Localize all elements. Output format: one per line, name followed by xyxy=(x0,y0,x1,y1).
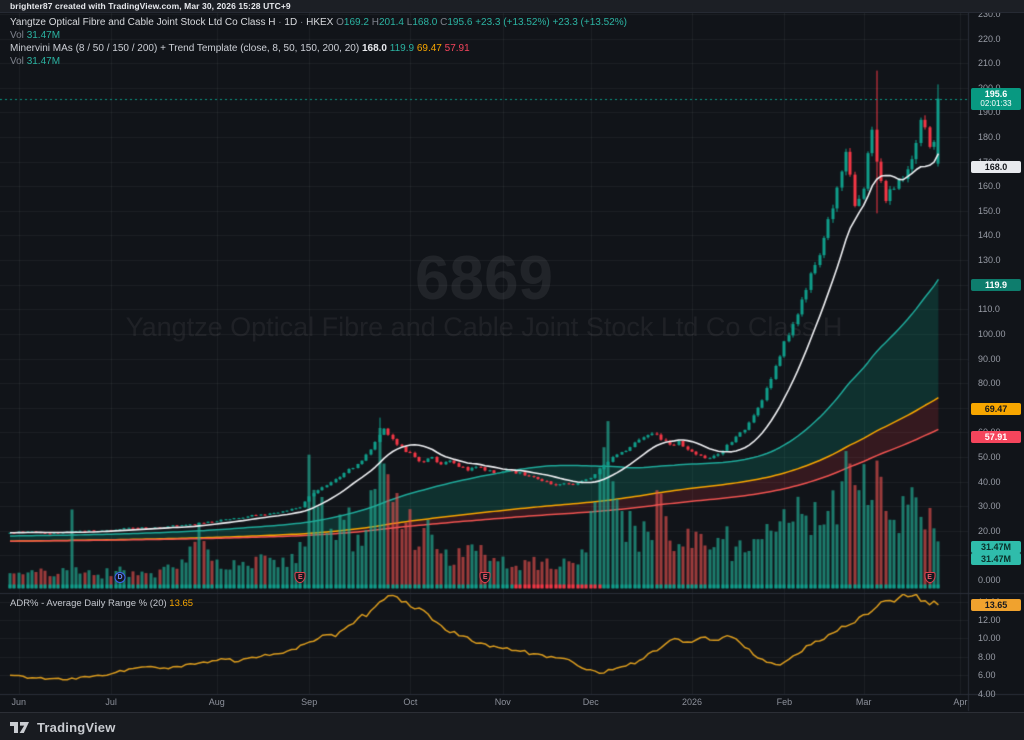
adr-axis-label: 8.00 xyxy=(978,651,996,662)
separator-dot: · xyxy=(299,17,304,28)
interval-value[interactable]: 1D xyxy=(284,17,298,28)
price-axis-badge: 31.47M xyxy=(971,553,1021,565)
credit-text: brighter87 created with TradingView.com,… xyxy=(10,1,291,11)
low-value: 168.0 xyxy=(412,17,438,28)
time-axis-label: Feb xyxy=(776,697,793,707)
ma150-value: 69.47 xyxy=(416,43,442,54)
price-axis-label: 110.0 xyxy=(978,304,1000,315)
volume-value: 31.47M xyxy=(26,30,61,41)
ma8-value: 168.0 xyxy=(361,43,387,54)
price-axis-badge: 31.47M xyxy=(971,541,1021,553)
earnings-marker[interactable]: E xyxy=(294,572,306,583)
countdown-timer: 02:01:33 xyxy=(980,98,1012,108)
credit-bar: brighter87 created with TradingView.com,… xyxy=(0,0,1024,13)
time-axis-label: Apr xyxy=(953,697,968,707)
time-axis-label: Jul xyxy=(105,697,117,707)
open-label: O xyxy=(336,17,344,28)
earnings-marker[interactable]: E xyxy=(924,572,936,583)
close-value: 195.6 xyxy=(447,17,473,28)
high-value: 201.4 xyxy=(378,17,404,28)
time-axis-label: Dec xyxy=(582,697,599,707)
price-axis-label: 90.00 xyxy=(978,353,1001,364)
price-axis-badge: 195.6 02:01:33 xyxy=(971,87,1021,110)
price-axis-badge: 168.0 xyxy=(971,160,1021,173)
adr-axis-label: 10.00 xyxy=(978,633,1001,644)
price-axis-label: 220.0 xyxy=(978,33,1001,44)
time-axis-label: Sep xyxy=(301,697,318,707)
price-axis-badge: 119.9 xyxy=(971,278,1021,291)
price-axis-badge: 69.47 xyxy=(971,403,1021,416)
price-axis-label: 80.00 xyxy=(978,378,1001,389)
time-axis-label: Oct xyxy=(403,697,418,707)
volume-value-2: 31.47M xyxy=(26,56,61,67)
adr-value: 13.65 xyxy=(169,598,194,609)
open-value: 169.2 xyxy=(343,17,369,28)
chart-legend: Yangtze Optical Fibre and Cable Joint St… xyxy=(10,16,627,68)
high-label: H xyxy=(371,17,379,28)
change-value-2: +23.3 (+13.52%) xyxy=(552,17,627,28)
symbol-name: Yangtze Optical Fibre and Cable Joint St… xyxy=(10,17,276,28)
adr-axis-label: 4.00 xyxy=(978,688,996,699)
adr-axis-label: 12.00 xyxy=(978,615,1001,625)
time-axis-label: Nov xyxy=(494,697,511,707)
tradingview-brand-text[interactable]: TradingView xyxy=(37,719,116,735)
price-axis-label: 100.00 xyxy=(978,328,1006,339)
symbol-legend-row[interactable]: Yangtze Optical Fibre and Cable Joint St… xyxy=(10,16,627,29)
volume-legend-row[interactable]: Vol 31.47M xyxy=(10,29,627,42)
price-axis-label: 140.0 xyxy=(978,230,1001,241)
price-axis-label: 50.00 xyxy=(978,451,1001,462)
adr-axis-badge: 13.65 xyxy=(971,599,1021,611)
price-axis-label: 130.0 xyxy=(978,255,1001,266)
volume-legend-row-2[interactable]: Vol 31.47M xyxy=(10,55,627,68)
price-axis-label: 20.00 xyxy=(978,525,1001,536)
price-axis-label: 230.0 xyxy=(978,8,1001,19)
price-axis-label: 180.0 xyxy=(978,132,1001,143)
bottom-toolbar: TradingView xyxy=(0,712,1024,740)
indicator-title: Minervini MAs (8 / 50 / 150 / 200) + Tre… xyxy=(10,43,360,54)
price-axis-label: 150.0 xyxy=(978,205,1001,216)
time-axis-label: Aug xyxy=(208,697,225,707)
low-label: L xyxy=(406,17,413,28)
adr-axis-label: 6.00 xyxy=(978,670,996,681)
price-axis-badge: 57.91 xyxy=(971,431,1021,444)
price-axis-label: 30.00 xyxy=(978,501,1001,512)
tradingview-logo-icon[interactable] xyxy=(10,721,30,734)
volume-label-2: Vol xyxy=(10,56,24,67)
separator-dot: · xyxy=(278,17,282,28)
ma50-value: 119.9 xyxy=(389,43,415,54)
price-axis-label: 40.00 xyxy=(978,476,1001,487)
earnings-marker[interactable]: E xyxy=(479,572,491,583)
time-axis[interactable]: Jun Jul Aug Sep Oct Nov Dec 2026 Feb Mar Apr xyxy=(0,695,968,711)
ma200-value: 57.91 xyxy=(444,43,470,54)
time-axis-label: 2026 xyxy=(681,697,703,707)
adr-title-text: ADR% - Average Daily Range % (20) xyxy=(10,598,167,609)
dividend-marker[interactable]: D xyxy=(114,572,126,583)
time-axis-label: Jun xyxy=(11,697,27,707)
price-axis-label: 0.000 xyxy=(978,575,1001,585)
price-axis-label: 210.0 xyxy=(978,58,1001,69)
price-axis-label: 190.0 xyxy=(978,107,1001,118)
exchange-name: HKEX xyxy=(306,17,334,28)
volume-label: Vol xyxy=(10,30,24,41)
change-value: +23.3 (+13.52%) xyxy=(475,17,550,28)
close-label: C xyxy=(440,17,448,28)
time-axis-label: Mar xyxy=(855,697,872,707)
price-axis-label: 160.0 xyxy=(978,181,1001,192)
indicator-legend-row[interactable]: Minervini MAs (8 / 50 / 150 / 200) + Tre… xyxy=(10,42,627,55)
adr-indicator-row[interactable]: ADR% - Average Daily Range % (20) 13.65 xyxy=(10,598,193,609)
